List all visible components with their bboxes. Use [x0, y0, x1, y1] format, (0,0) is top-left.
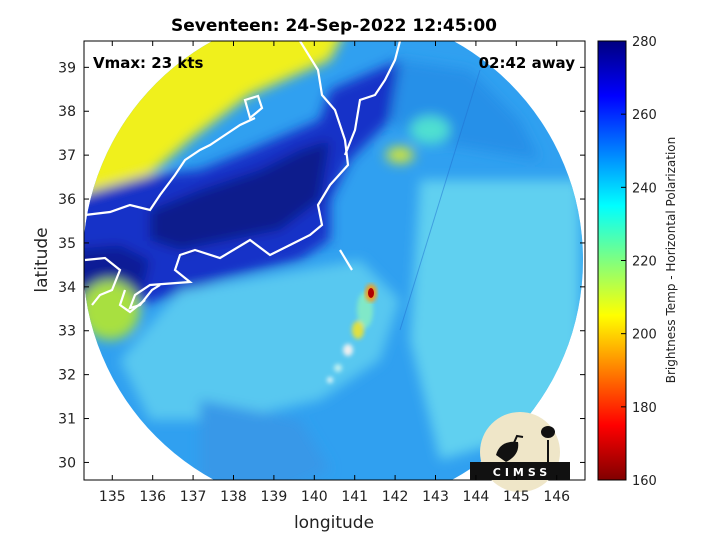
- y-tick-label: 35: [58, 236, 76, 252]
- coast-island: [243, 94, 264, 120]
- y-tick-label: 37: [58, 148, 76, 164]
- warm-patch-coast: [386, 147, 414, 163]
- x-tick-label: 135: [99, 489, 126, 505]
- y-tick-label: 32: [58, 368, 76, 384]
- colorbar-tick-label: 220: [632, 255, 657, 270]
- coast-honshu: [128, 41, 350, 310]
- y-axis: 30 31 32 33 34 35 36 37 38 39: [58, 60, 585, 471]
- y-tick-label: 39: [58, 60, 76, 76]
- colorbar-tick-label: 180: [632, 401, 657, 416]
- x-axis: 135 136 137 138 139 140 141 142 143 144 145 146: [99, 41, 570, 505]
- x-tick-label: 139: [261, 489, 288, 505]
- ocean-south: [200, 400, 330, 480]
- x-tick-label: 141: [341, 489, 368, 505]
- x-tick-label: 137: [180, 489, 207, 505]
- coast-kii: [84, 256, 122, 306]
- x-tick-label: 140: [301, 489, 328, 505]
- colorbar-tick-label: 280: [632, 35, 657, 50]
- brightness-temperature-swath: [84, 41, 583, 480]
- x-tick-label: 144: [463, 489, 490, 505]
- coast-northeast: [343, 41, 402, 156]
- deep-cold-core: [150, 140, 330, 250]
- coastline: [84, 41, 402, 314]
- y-tick-label: 33: [58, 324, 76, 340]
- swath-seam: [399, 69, 481, 331]
- colorbar: 160 180 200 220 240 260 280 Brightness Temp - …: [597, 35, 678, 489]
- x-tick-label: 143: [422, 489, 449, 505]
- plot-area: Vmax: 23 kts 02:42 away CIMSS: [83, 40, 586, 492]
- coast-small-peninsula: [118, 289, 146, 314]
- coast-sea-of-japan: [84, 117, 256, 217]
- colorbar-tick-label: 260: [632, 108, 657, 123]
- vmax-annotation: Vmax: 23 kts: [93, 54, 203, 72]
- warm-patch-east: [410, 116, 450, 144]
- plot-frame: [83, 40, 586, 481]
- x-tick-label: 145: [503, 489, 530, 505]
- x-tick-label: 136: [139, 489, 166, 505]
- x-tick-label: 142: [382, 489, 409, 505]
- x-tick-label: 138: [220, 489, 247, 505]
- rainband: [327, 292, 373, 383]
- y-tick-label: 38: [58, 104, 76, 120]
- storm-core: [365, 284, 377, 302]
- y-axis-label: latitude: [32, 227, 52, 292]
- cimss-logo: CIMSS: [470, 412, 570, 492]
- ocean-southeast: [410, 180, 580, 460]
- y-tick-label: 36: [58, 192, 76, 208]
- colorbar-label: Brightness Temp - Horizontal Polarizatio…: [664, 137, 678, 384]
- colorbar-tick-label: 200: [632, 328, 657, 343]
- x-tick-label: 146: [543, 489, 570, 505]
- colorbar-tick-label: 240: [632, 181, 657, 196]
- logo-text: CIMSS: [493, 466, 551, 479]
- x-axis-label: longitude: [294, 513, 374, 533]
- time-away-annotation: 02:42 away: [479, 54, 576, 72]
- y-tick-label: 31: [58, 412, 76, 428]
- y-tick-label: 34: [58, 280, 76, 296]
- colorbar-ticks: 160 180 200 220 240 260 280: [621, 35, 657, 489]
- colorbar-tick-label: 160: [632, 474, 657, 489]
- warm-patch-west: [84, 280, 140, 340]
- coast-boso: [339, 249, 353, 271]
- chart-title: Seventeen: 24-Sep-2022 12:45:00: [171, 16, 497, 36]
- y-tick-label: 30: [58, 455, 76, 471]
